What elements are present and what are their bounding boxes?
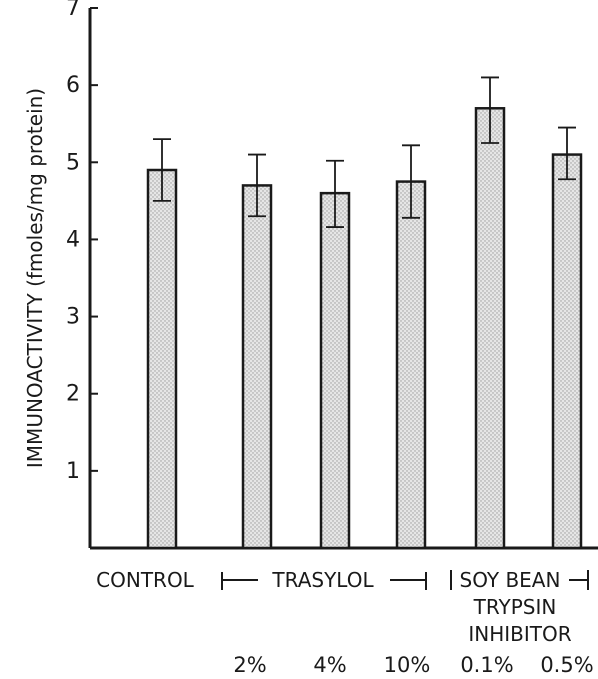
trasylol-bracket	[221, 572, 427, 590]
bar	[241, 184, 273, 550]
bar	[146, 168, 178, 550]
bar	[474, 107, 506, 550]
group-label-inhibitor: INHIBITOR	[468, 622, 571, 646]
bars	[146, 76, 583, 550]
y-tick-label: 7	[66, 0, 80, 21]
category-label: 4%	[313, 653, 346, 677]
y-tick-label: 3	[66, 305, 80, 330]
category-label: 10%	[384, 653, 431, 677]
y-tick-label: 4	[66, 227, 80, 252]
y-tick-label: 2	[66, 382, 80, 407]
bar	[551, 153, 583, 550]
group-label-trasylol: TRASYLOL	[271, 568, 374, 592]
category-label: 2%	[233, 653, 266, 677]
group-label-soy-bean: SOY BEAN	[460, 568, 561, 592]
y-tick-label: 6	[66, 73, 80, 98]
y-axis-label: IMMUNOACTIVITY (fmoles/mg protein)	[23, 88, 47, 468]
category-label: 0.5%	[540, 653, 593, 677]
bar	[395, 180, 427, 550]
category-label: 0.1%	[460, 653, 513, 677]
bar	[319, 191, 351, 550]
y-tick-label: 1	[66, 459, 80, 484]
category-labels: CONTROL TRASYLOL SOY BEAN TRYPSIN INHIBI…	[96, 568, 594, 677]
axes: 1 2 3 4 5 6 7 IMMUNOACTIVITY (fmoles/mg protein…	[23, 0, 598, 550]
y-tick-label: 5	[66, 150, 80, 175]
group-label-control: CONTROL	[96, 568, 195, 592]
soy-bean-bracket	[450, 570, 589, 590]
group-label-trypsin: TRYPSIN	[473, 595, 557, 619]
